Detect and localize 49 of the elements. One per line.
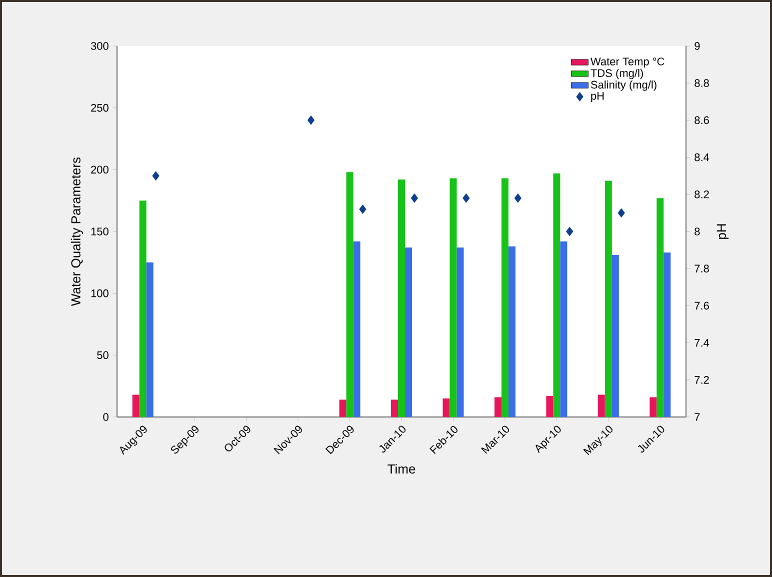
bar <box>339 400 346 417</box>
y-tick-label: 200 <box>91 166 108 174</box>
y-tick-label: 300 <box>90 42 108 50</box>
y2-tick-label: 8.4 <box>694 153 710 162</box>
bar <box>650 397 657 417</box>
bar <box>501 178 508 417</box>
bar <box>553 173 560 417</box>
bar <box>664 252 671 417</box>
bar <box>346 172 354 417</box>
legend-label: Salinity (mg/l) <box>590 80 656 91</box>
y-tick-label: 250 <box>91 104 108 112</box>
bar <box>604 180 612 417</box>
y-axis-title: Water Quality Parameters <box>70 157 84 306</box>
bar <box>442 398 450 417</box>
bar <box>560 241 568 417</box>
y2-tick-label: 7.6 <box>694 302 709 310</box>
legend-label: pH <box>591 92 604 102</box>
bar <box>146 262 154 417</box>
y2-tick-label: 8.2 <box>694 190 709 198</box>
bar <box>391 400 398 417</box>
bar <box>398 180 406 417</box>
y-tick-label: 150 <box>91 228 108 236</box>
bar <box>598 394 605 417</box>
y-tick-label: 0 <box>103 413 108 421</box>
bar <box>139 200 146 417</box>
bar <box>132 394 140 417</box>
bar <box>405 248 412 417</box>
legend-label: Water Temp °C <box>590 58 664 68</box>
y2-tick-label: 8.8 <box>694 79 709 87</box>
y2-tick-label: 8.6 <box>694 116 709 124</box>
legend-label: TDS (mg/l) <box>590 68 643 80</box>
y2-tick-label: 7.8 <box>694 264 709 272</box>
bar <box>494 397 502 417</box>
y2-tick-label: 8 <box>694 228 700 236</box>
bar <box>508 246 516 417</box>
bar <box>612 254 619 417</box>
bar <box>656 198 664 417</box>
y-tick-label: 100 <box>91 289 108 298</box>
bar <box>353 241 360 417</box>
x-axis-title: Time <box>388 464 416 474</box>
bar <box>546 396 554 417</box>
y2-tick-label: 7.2 <box>694 376 709 384</box>
bar <box>456 248 464 417</box>
y2-axis-title: pH <box>716 224 729 239</box>
y-tick-label: 50 <box>97 351 108 360</box>
y2-tick-label: 7.4 <box>694 339 710 347</box>
y2-tick-label: 7 <box>694 413 700 421</box>
bar <box>450 178 457 417</box>
y2-tick-label: 9 <box>694 42 700 50</box>
